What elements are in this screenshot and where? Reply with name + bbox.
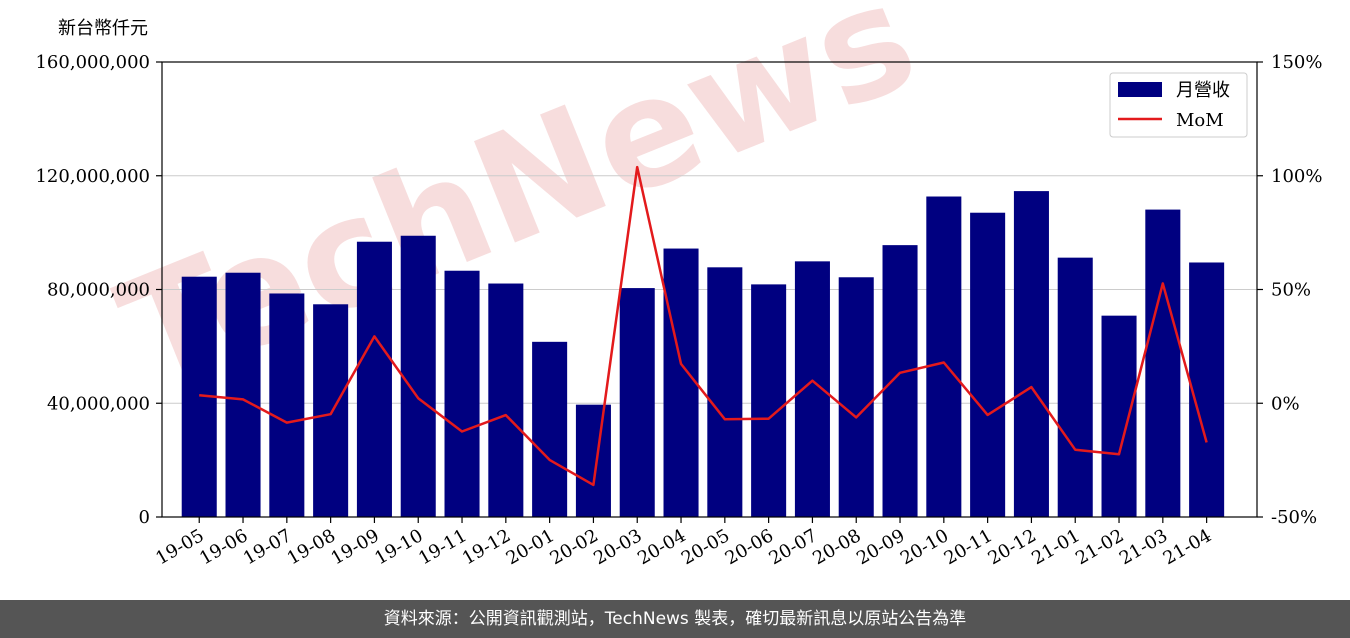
x-tick-label: 20-10 — [897, 525, 952, 569]
left-tick-label: 120,000,000 — [35, 166, 150, 187]
bar-series — [181, 191, 1225, 518]
x-tick-label: 19-10 — [371, 525, 426, 569]
x-tick-label: 20-08 — [809, 525, 864, 569]
x-tick-label: 21-04 — [1160, 525, 1215, 569]
x-tick-label: 19-05 — [152, 525, 207, 569]
revenue-bar-20-01 — [532, 341, 568, 517]
revenue-bar-20-02 — [575, 404, 611, 517]
left-tick-label: 40,000,000 — [47, 393, 150, 414]
legend-line-label: MoM — [1176, 110, 1224, 131]
x-tick-label: 19-08 — [284, 525, 339, 569]
x-axis: 19-0519-0619-0719-0819-0919-1019-1119-12… — [152, 517, 1215, 569]
revenue-bar-20-04 — [663, 248, 699, 518]
revenue-bar-19-07 — [269, 293, 305, 517]
revenue-bar-20-11 — [970, 212, 1006, 517]
revenue-bar-20-03 — [619, 288, 655, 517]
x-tick-label: 20-12 — [984, 525, 1039, 569]
right-tick-label: 50% — [1271, 280, 1311, 301]
left-y-axis: 0 40,000,000 80,000,000 120,000,000 160,000,… — [35, 52, 162, 528]
revenue-bar-20-10 — [926, 196, 962, 517]
revenue-bar-20-06 — [751, 284, 787, 517]
revenue-bar-21-01 — [1057, 257, 1093, 517]
revenue-bar-20-05 — [707, 267, 743, 517]
revenue-bar-21-04 — [1189, 262, 1225, 517]
right-tick-label: 100% — [1271, 166, 1322, 187]
source-footer: 資料來源：公開資訊觀測站，TechNews 製表，確切最新訊息以原站公告為準 — [0, 600, 1350, 638]
revenue-bar-20-07 — [794, 261, 830, 517]
revenue-bar-20-09 — [882, 245, 918, 517]
x-tick-label: 21-01 — [1028, 525, 1083, 569]
x-tick-label: 19-12 — [459, 525, 514, 569]
x-tick-label: 20-09 — [853, 525, 908, 569]
revenue-bar-21-02 — [1101, 315, 1137, 517]
y-axis-unit-label: 新台幣仟元 — [58, 18, 148, 39]
x-tick-label: 20-04 — [634, 525, 689, 569]
right-tick-label: 0% — [1271, 393, 1300, 414]
revenue-bar-19-08 — [313, 304, 349, 517]
x-tick-label: 20-02 — [546, 525, 601, 569]
mom-line — [199, 165, 1208, 487]
right-tick-label: 150% — [1271, 52, 1322, 73]
x-tick-label: 20-11 — [941, 525, 996, 569]
x-tick-label: 20-03 — [590, 525, 645, 569]
left-tick-label: 0 — [139, 507, 150, 528]
x-tick-label: 19-07 — [240, 525, 295, 569]
x-tick-label: 20-05 — [678, 525, 733, 569]
legend-bar-swatch — [1118, 82, 1162, 97]
x-tick-label: 20-07 — [765, 525, 820, 569]
revenue-bar-19-09 — [356, 241, 392, 517]
left-tick-label: 160,000,000 — [35, 52, 150, 73]
x-tick-label: 21-02 — [1072, 525, 1127, 569]
left-tick-label: 80,000,000 — [47, 280, 150, 301]
legend-bar-label: 月營收 — [1176, 80, 1230, 101]
right-tick-label: -50% — [1271, 507, 1317, 528]
revenue-bar-19-06 — [225, 272, 261, 517]
x-tick-label: 19-11 — [415, 525, 470, 569]
x-tick-label: 21-03 — [1116, 525, 1171, 569]
revenue-bar-20-12 — [1013, 191, 1049, 517]
x-tick-label: 20-01 — [503, 525, 558, 569]
x-tick-label: 19-09 — [327, 525, 382, 569]
revenue-bar-19-11 — [444, 270, 480, 517]
revenue-chart: TechNews 040,000,00080,000,000120,000,00… — [35, 0, 1322, 569]
mom-line-series — [199, 165, 1208, 487]
x-tick-label: 19-06 — [196, 525, 251, 569]
right-y-axis: -50% 0% 50% 100% 150% — [1257, 52, 1322, 528]
x-tick-label: 20-06 — [722, 525, 777, 569]
revenue-bar-20-08 — [838, 277, 874, 517]
legend: 月營收 MoM — [1109, 72, 1248, 138]
revenue-bar-21-03 — [1145, 209, 1181, 517]
revenue-bar-19-10 — [400, 235, 436, 518]
revenue-bar-19-12 — [488, 283, 524, 517]
